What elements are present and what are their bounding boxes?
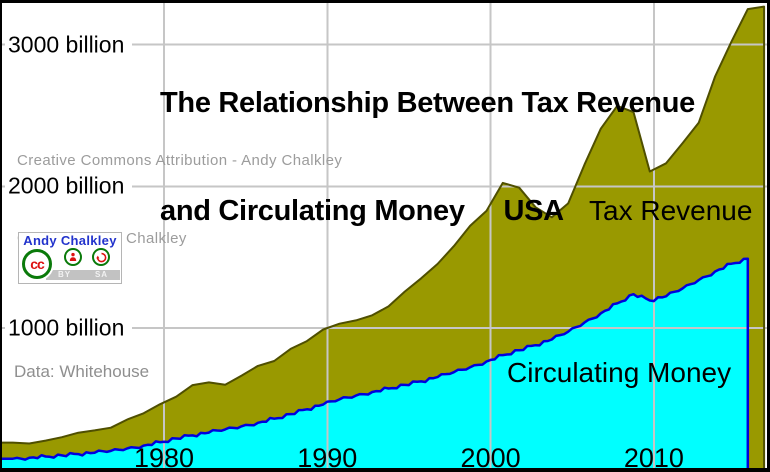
chart-title-line1: The Relationship Between Tax Revenue xyxy=(160,87,695,119)
arrow-glyph xyxy=(95,252,106,262)
tax-revenue-area-label: Tax Revenue xyxy=(589,195,753,226)
share-alike-arrow-icon xyxy=(92,248,110,266)
cc-license-badge: Andy Chalkley BY SA cc xyxy=(18,232,122,284)
y-tick-label-1000: 1000 billion xyxy=(5,313,133,343)
x-tick-label-1990: 1990 xyxy=(297,443,358,472)
y-tick-label-3000: 3000 billion xyxy=(5,30,133,60)
cc-badge-author: Andy Chalkley xyxy=(23,233,117,248)
circulating-money-edge-line xyxy=(2,257,750,471)
circulating-money-area xyxy=(2,258,748,471)
creative-commons-icon: cc xyxy=(22,249,52,279)
cc-sa-label: SA xyxy=(94,270,109,279)
area-fills xyxy=(2,6,765,471)
attribution-person-icon xyxy=(64,248,82,266)
x-tick-label-1980: 1980 xyxy=(133,443,195,472)
cc-badge-strip: BY SA xyxy=(46,270,120,280)
cc-icon-text: cc xyxy=(30,256,45,272)
chart-title: The Relationship Between Tax Revenue and… xyxy=(160,13,695,301)
attribution-line1: Creative Commons Attribution - Andy Chal… xyxy=(17,152,343,169)
series-lines xyxy=(2,5,766,471)
x-tick-label-2010: 2010 xyxy=(623,443,684,472)
circulating-money-area-label: Circulating Money xyxy=(507,357,732,388)
data-source-note: Data: Whitehouse xyxy=(14,362,150,381)
y-tick-label-2000: 2000 billion xyxy=(5,171,133,201)
tax-revenue-edge-line xyxy=(2,5,766,471)
person-glyph xyxy=(69,252,77,261)
x-tick-label-2000: 2000 xyxy=(460,443,521,472)
cc-by-label: BY xyxy=(57,270,72,279)
chart-title-line2: and Circulating Money USA xyxy=(160,195,564,227)
